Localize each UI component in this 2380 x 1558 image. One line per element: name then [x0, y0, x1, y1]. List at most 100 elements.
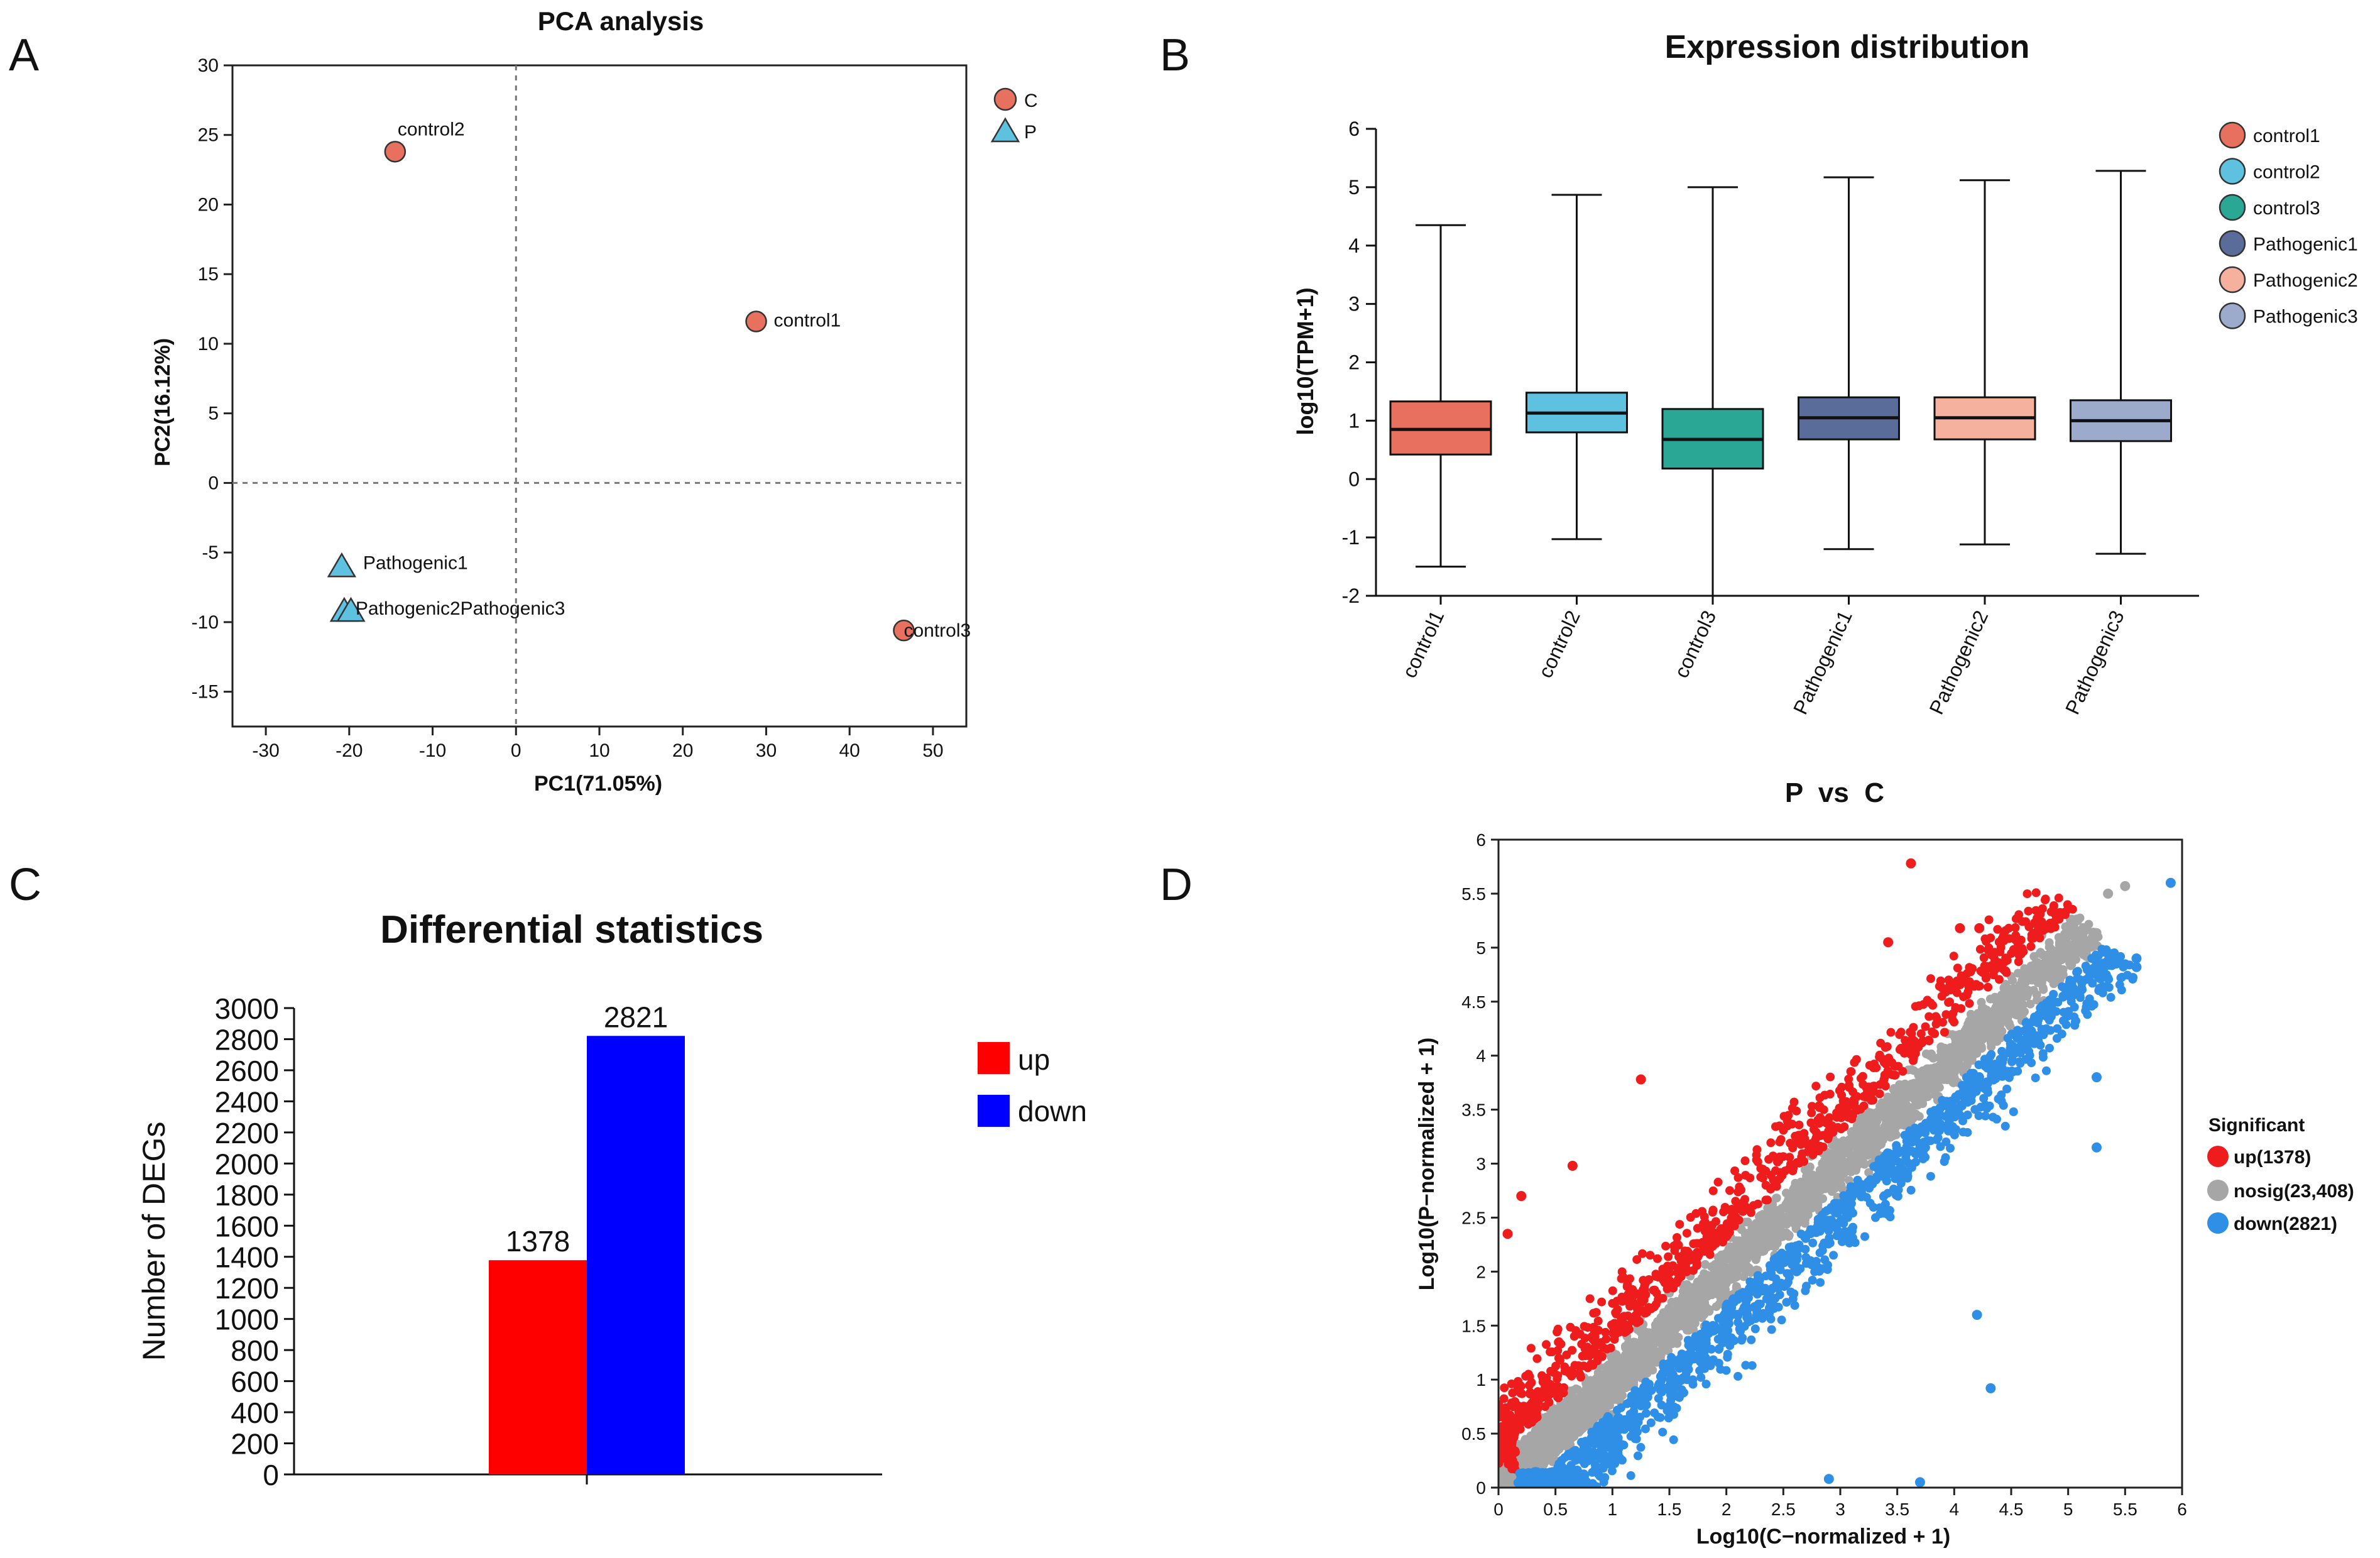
scatter-point-down — [1597, 1445, 1606, 1454]
bar-legend: up down — [978, 1042, 1087, 1127]
scatter-point-nosig — [2016, 1001, 2024, 1010]
scatter-point-up — [1907, 1043, 1916, 1052]
box-title: Expression distribution — [1665, 29, 2030, 65]
scatter-point-up — [1794, 1121, 1804, 1129]
scatter-point-up — [1541, 1384, 1551, 1393]
scatter-point-up — [1852, 1092, 1862, 1101]
scatter-point-up — [1580, 1334, 1590, 1342]
scatter-point-up — [2002, 968, 2011, 977]
scatter-point-nosig — [1571, 1396, 1581, 1405]
scatter-point-up — [1906, 1028, 1915, 1037]
scatter-point-up — [2002, 956, 2012, 965]
scatter-point-nosig — [2073, 916, 2083, 925]
pca-x-axis-label: PC1(71.05%) — [534, 772, 662, 796]
bar-y-tick-label: 1800 — [215, 1179, 279, 1212]
scatter-point-up — [1642, 1277, 1651, 1286]
scatter-point-down — [1802, 1281, 1811, 1291]
scatter-point-up — [1807, 1108, 1816, 1117]
scatter-point-down — [1640, 1401, 1650, 1410]
scatter-cloud-down — [1513, 945, 2138, 1488]
pca-point-label: control3 — [903, 620, 971, 641]
scatter-point-down — [2048, 1008, 2057, 1018]
scatter-point-nosig — [1923, 1064, 1933, 1073]
scatter-point-down — [2093, 965, 2102, 975]
scatter-point-up — [1944, 975, 1953, 985]
scatter-point-up — [1702, 1232, 1711, 1242]
scatter-point-down — [1728, 1295, 1737, 1304]
scatter-point-nosig — [2001, 989, 2011, 998]
scatter-point-nosig — [1897, 1080, 1906, 1090]
scatter-point-nosig — [1755, 1236, 1765, 1246]
scatter-point-up — [1775, 1138, 1784, 1147]
scatter-point-down — [1646, 1418, 1656, 1427]
scatter-point-nosig — [1672, 1305, 1681, 1314]
scatter-point-nosig — [1632, 1342, 1641, 1352]
scatter-point-down — [1820, 1238, 1829, 1248]
scatter-point-down — [1674, 1364, 1684, 1373]
scatter-point-nosig — [1554, 1445, 1564, 1454]
scatter-point-nosig — [2044, 968, 2054, 978]
scatter-point-down — [1894, 1157, 1903, 1166]
scatter-point-up — [1826, 1072, 1835, 1082]
scatter-point-down — [1723, 1349, 1732, 1359]
scatter-point-up — [1503, 1411, 1512, 1420]
pca-title: PCA analysis — [538, 6, 704, 36]
scatter-point-nosig — [2008, 976, 2017, 985]
scatter-point-down — [1790, 1248, 1799, 1258]
scatter-point-down — [1885, 1169, 1894, 1178]
scatter-point-down — [1747, 1335, 1756, 1344]
scatter-point-up — [1811, 1082, 1821, 1091]
scatter-point-down — [1626, 1471, 1635, 1480]
scatter-point-down — [1906, 1185, 1916, 1195]
scatter-point-nosig — [1734, 1246, 1744, 1255]
scatter-point-up — [1608, 1286, 1617, 1295]
scatter-point-up — [1548, 1347, 1557, 1356]
scatter-point-up — [1850, 1058, 1859, 1067]
scatter-point-nosig — [1607, 1354, 1617, 1363]
scatter-point-up — [1653, 1254, 1662, 1263]
scatter-point-up — [2056, 908, 2065, 917]
scatter-point-nosig — [1837, 1147, 1847, 1156]
scatter-point-nosig — [2039, 985, 2048, 994]
scatter-point-up — [1664, 1252, 1673, 1261]
scatter-point-nosig — [1856, 1143, 1865, 1152]
scatter-point-down — [1591, 1461, 1601, 1471]
scatter-point-down — [1753, 1271, 1762, 1280]
scatter-point-nosig — [1943, 1047, 1953, 1056]
pca-y-tick-label: -10 — [192, 612, 219, 633]
scatter-point-up — [1883, 1067, 1892, 1076]
scatter-point-down — [1806, 1256, 1815, 1265]
scatter-point-up — [1822, 1116, 1831, 1125]
box-y-tick-label: 2 — [1348, 351, 1360, 374]
box-x-tick-label: Pathogenic1 — [1789, 607, 1857, 718]
scatter-point-up — [1663, 1261, 1672, 1271]
scatter-point-nosig — [1828, 1151, 1838, 1161]
scatter-point-nosig — [1727, 1275, 1737, 1284]
scatter-point-nosig — [1750, 1226, 1759, 1236]
scatter-point-down — [2092, 958, 2101, 967]
scatter-point-nosig — [1624, 1355, 1633, 1364]
scatter-point-nosig — [1985, 994, 1995, 1004]
scatter-point-up — [1802, 1139, 1811, 1149]
scatter-point-up — [1980, 934, 1990, 943]
scatter-point-nosig — [1857, 1112, 1866, 1122]
scatter-point-up — [1716, 1225, 1725, 1234]
scatter-point-up — [1881, 1082, 1890, 1090]
scatter-point-nosig — [1739, 1252, 1749, 1261]
scatter-point-down — [1882, 1177, 1891, 1186]
box-x-tick-label: control1 — [1398, 607, 1449, 681]
scatter-point-down — [2128, 975, 2137, 984]
scatter-point-up — [1647, 1304, 1656, 1314]
scatter-point-up — [2014, 957, 2023, 967]
bar-y-tick-label: 1400 — [215, 1241, 279, 1274]
scatter-point-nosig — [1847, 1151, 1856, 1161]
bar-y-tick-label: 1000 — [215, 1303, 279, 1336]
scatter-point-down — [1957, 1080, 1967, 1090]
scatter-point-down — [1892, 1143, 1901, 1153]
scatter-point-down — [1679, 1388, 1688, 1397]
scatter-point-up — [1532, 1412, 1542, 1422]
box-x-tick-label: Pathogenic3 — [2061, 607, 2129, 718]
scatter-point-down — [1580, 1459, 1589, 1468]
scatter-point-down — [2073, 967, 2082, 976]
scatter-point-down — [1829, 1251, 1838, 1260]
